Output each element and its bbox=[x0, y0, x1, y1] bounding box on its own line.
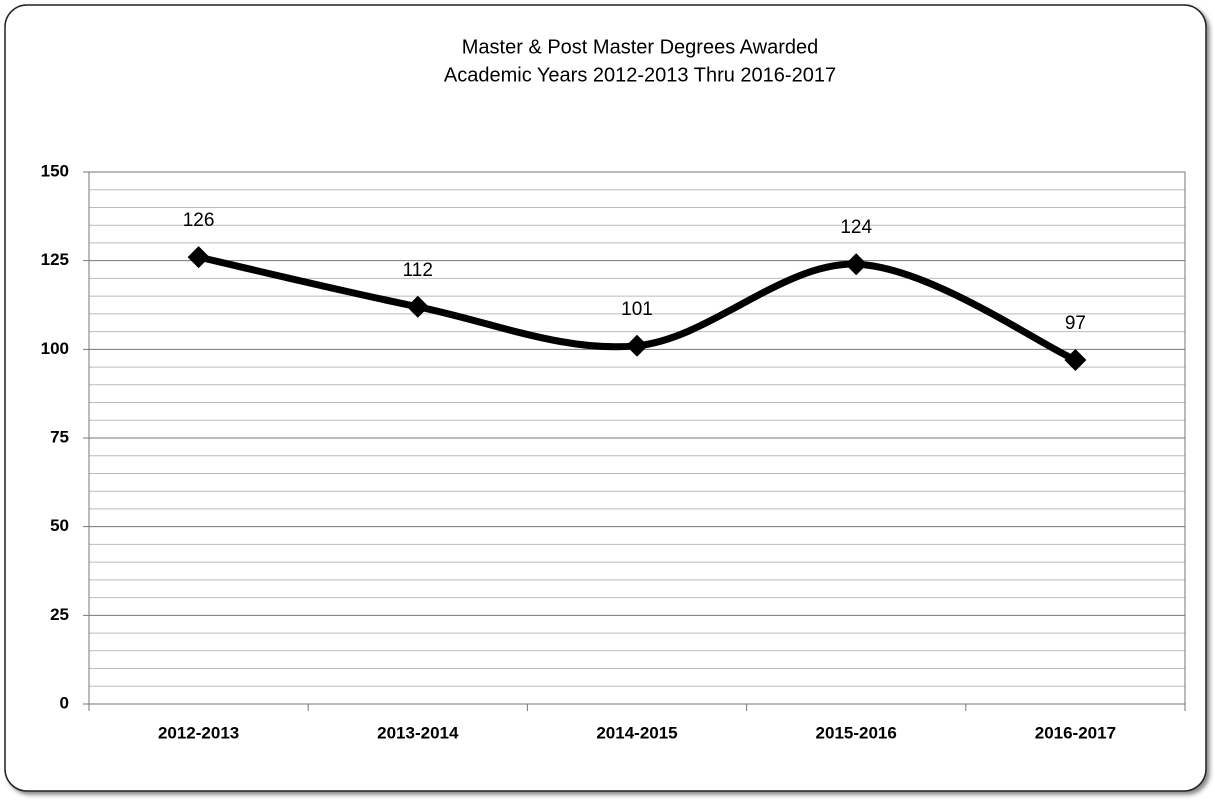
x-tick-label: 2016-2017 bbox=[1035, 723, 1116, 742]
x-tick-label: 2012-2013 bbox=[158, 723, 239, 742]
plot-border bbox=[88, 171, 1186, 705]
x-tick-label: 2014-2015 bbox=[596, 723, 677, 742]
y-tick-label: 75 bbox=[50, 427, 69, 446]
y-tick-label: 125 bbox=[41, 250, 69, 269]
data-label: 112 bbox=[403, 260, 433, 281]
data-point bbox=[406, 295, 429, 318]
y-tick-label: 50 bbox=[50, 516, 69, 535]
data-point bbox=[626, 334, 648, 357]
y-tick-label: 25 bbox=[50, 605, 69, 624]
data-point bbox=[845, 253, 868, 276]
y-tick-label: 0 bbox=[60, 693, 69, 712]
data-label: 124 bbox=[840, 217, 872, 238]
data-label: 101 bbox=[621, 299, 653, 320]
data-point bbox=[1064, 348, 1087, 371]
data-label: 97 bbox=[1065, 313, 1086, 334]
x-tick-label: 2015-2016 bbox=[816, 723, 897, 742]
y-tick-label: 150 bbox=[41, 161, 69, 180]
chart-subtitle: Academic Years 2012-2013 Thru 2016-2017 bbox=[444, 64, 836, 86]
x-tick-label: 2013-2014 bbox=[377, 723, 459, 742]
chart-frame bbox=[4, 4, 1207, 792]
y-tick-label: 100 bbox=[41, 339, 69, 358]
data-point bbox=[187, 246, 210, 269]
data-label: 126 bbox=[183, 210, 215, 231]
chart-title: Master & Post Master Degrees Awarded bbox=[462, 36, 818, 58]
